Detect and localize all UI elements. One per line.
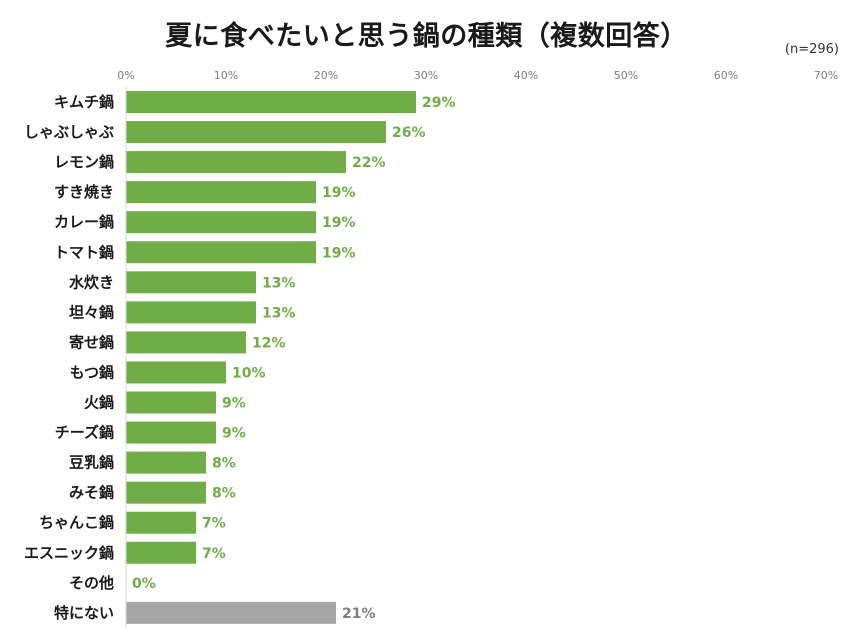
data-label: 13%	[262, 305, 296, 321]
category-label: チーズ鍋	[55, 424, 114, 442]
data-label: 10%	[232, 365, 266, 381]
category-label: みそ鍋	[69, 484, 114, 502]
bar	[126, 181, 316, 204]
category-label: 特にない	[54, 604, 114, 622]
data-label: 9%	[222, 396, 246, 412]
bar	[126, 451, 206, 474]
data-label: 7%	[202, 546, 226, 562]
category-label: 水炊き	[69, 273, 114, 291]
bar	[126, 331, 246, 354]
x-tick-label: 0%	[117, 69, 134, 82]
data-label: 13%	[262, 275, 296, 291]
bar	[126, 601, 336, 624]
bar	[126, 211, 316, 234]
category-label: 寄せ鍋	[69, 333, 114, 351]
category-label: レモン鍋	[54, 153, 114, 171]
category-label: エスニック鍋	[24, 544, 114, 562]
data-label: 22%	[352, 155, 386, 171]
bar	[126, 271, 256, 294]
bar	[126, 391, 216, 414]
category-label: 坦々鍋	[69, 303, 114, 321]
bar	[126, 541, 196, 564]
data-label: 19%	[322, 185, 356, 201]
data-label: 9%	[222, 426, 246, 442]
data-label: 0%	[132, 576, 156, 592]
x-tick-label: 40%	[514, 69, 538, 82]
category-label: 火鍋	[84, 394, 114, 412]
category-label: カレー鍋	[54, 213, 114, 231]
bar	[126, 511, 196, 534]
category-label: しゃぶしゃぶ	[24, 123, 114, 141]
bar	[126, 91, 416, 113]
category-label: トマト鍋	[54, 243, 114, 261]
bar	[126, 361, 226, 384]
x-tick-label: 10%	[214, 69, 238, 82]
x-tick-label: 30%	[414, 69, 438, 82]
x-tick-label: 70%	[814, 69, 838, 82]
data-label: 7%	[202, 516, 226, 532]
data-label: 29%	[422, 95, 456, 111]
bar	[126, 241, 316, 264]
x-axis-ticks: 0% 10% 20% 30% 40% 50% 60% 70%	[117, 69, 838, 82]
bar	[126, 481, 206, 504]
data-label: 26%	[392, 125, 426, 141]
bar	[126, 121, 386, 144]
data-label: 12%	[252, 335, 286, 351]
data-label: 21%	[342, 606, 376, 622]
bar	[126, 151, 346, 174]
category-label: ちゃんこ鍋	[39, 514, 114, 532]
sample-size-note: (n=296)	[784, 42, 839, 57]
chart-title: 夏に食べたいと思う鍋の種類（複数回答）	[165, 21, 688, 52]
data-label: 19%	[322, 245, 356, 261]
bar	[126, 301, 256, 324]
x-tick-label: 50%	[614, 69, 638, 82]
category-label: キムチ鍋	[54, 93, 114, 111]
x-tick-label: 60%	[714, 69, 738, 82]
x-tick-label: 20%	[314, 69, 338, 82]
bar	[126, 421, 216, 444]
category-label: その他	[69, 574, 114, 592]
category-label: すき焼き	[54, 183, 114, 201]
data-label: 19%	[322, 215, 356, 231]
bars: キムチ鍋 29% しゃぶしゃぶ 26% レモン鍋 22% すき焼き 19% カレー鍋 19% トマト…	[24, 91, 456, 624]
data-label: 8%	[212, 486, 236, 502]
category-label: もつ鍋	[70, 363, 114, 381]
category-label: 豆乳鍋	[69, 454, 114, 472]
data-label: 8%	[212, 456, 236, 472]
